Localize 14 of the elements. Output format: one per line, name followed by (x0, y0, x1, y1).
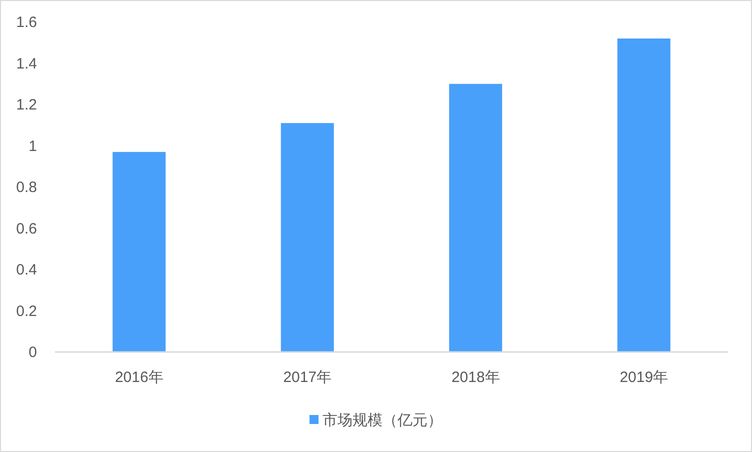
ytick: 1.6 (16, 14, 37, 31)
ytick: 0.6 (16, 220, 37, 238)
xtick: 2016年 (114, 369, 164, 386)
ytick: 1 (28, 138, 37, 155)
xtick: 2017年 (283, 369, 332, 386)
xtick: 2019年 (620, 369, 668, 386)
ytick: 0.8 (16, 179, 37, 196)
ytick: 0 (28, 344, 37, 361)
legend-label: 市场规模（亿元） (322, 412, 442, 429)
ytick: 0.4 (16, 262, 37, 278)
xtick: 2018年 (451, 369, 500, 386)
ytick: 1.2 (16, 96, 37, 114)
ytick: 1.4 (16, 55, 37, 72)
ytick: 0.2 (16, 302, 37, 320)
